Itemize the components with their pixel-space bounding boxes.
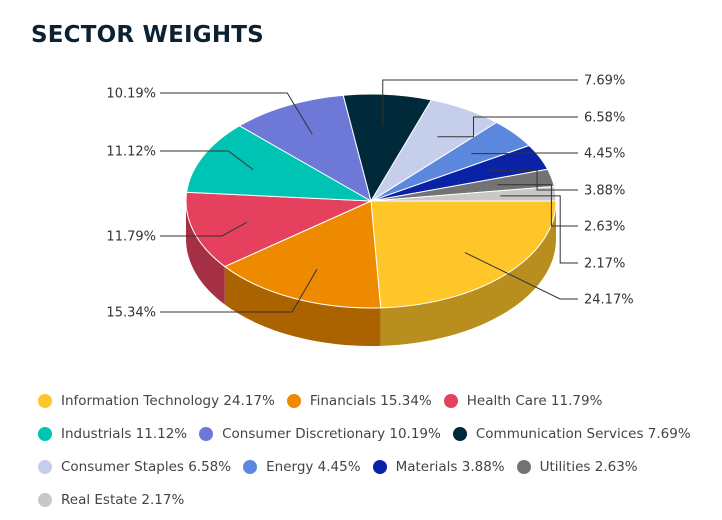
legend-item[interactable]: Communication Services 7.69% bbox=[452, 425, 691, 442]
legend-swatch-icon bbox=[452, 426, 467, 441]
legend-item[interactable]: Health Care 11.79% bbox=[443, 392, 603, 409]
pie-slice-financials[interactable] bbox=[223, 200, 382, 309]
legend-swatch-icon bbox=[443, 393, 458, 408]
legend-item[interactable]: Materials 3.88% bbox=[372, 458, 505, 475]
legend-item[interactable]: Energy 4.45% bbox=[243, 458, 361, 475]
leader-line bbox=[160, 92, 313, 135]
pie-slice-consumer-discretionary[interactable] bbox=[238, 94, 372, 203]
pie-slice-real-estate[interactable] bbox=[370, 185, 557, 202]
legend-swatch-icon bbox=[38, 426, 52, 441]
pie-slice-information-technology[interactable] bbox=[370, 200, 557, 309]
legend-label: Energy 4.45% bbox=[266, 458, 361, 475]
legend-item[interactable]: Consumer Staples 6.58% bbox=[38, 459, 231, 475]
leader-line bbox=[160, 268, 318, 313]
legend-swatch-icon bbox=[38, 492, 52, 507]
legend-swatch-icon bbox=[199, 426, 214, 441]
legend-label: Industrials 11.12% bbox=[61, 425, 188, 442]
legend-swatch-icon bbox=[38, 393, 52, 408]
legend-label: Real Estate 2.17% bbox=[61, 491, 185, 508]
legend-item[interactable]: Industrials 11.12% bbox=[38, 426, 187, 442]
data-label: 10.19% bbox=[106, 87, 156, 102]
legend-label: Communication Services 7.69% bbox=[475, 425, 691, 442]
data-label: 2.63% bbox=[584, 220, 625, 235]
legend-item[interactable]: Information Technology 24.17% bbox=[38, 393, 275, 409]
leader-line bbox=[489, 169, 578, 191]
leader-line bbox=[464, 252, 578, 300]
legend-item[interactable]: Real Estate 2.17% bbox=[38, 492, 184, 508]
legend-swatch-icon bbox=[38, 459, 52, 474]
legend-label: Information Technology 24.17% bbox=[61, 392, 275, 409]
legend-label: Utilities 2.63% bbox=[539, 458, 638, 475]
data-label: 11.79% bbox=[106, 230, 156, 245]
legend-label: Consumer Discretionary 10.19% bbox=[222, 425, 441, 442]
pie-slice-industrials[interactable] bbox=[186, 125, 372, 202]
data-label: 2.17% bbox=[584, 257, 625, 272]
legend-item[interactable]: Utilities 2.63% bbox=[516, 458, 638, 475]
data-label: 24.17% bbox=[584, 293, 634, 308]
leader-line bbox=[500, 195, 578, 264]
legend-label: Financials 15.34% bbox=[309, 392, 432, 409]
pie-slice-health-care[interactable] bbox=[185, 191, 372, 268]
legend-row: Information Technology 24.17% Financials … bbox=[38, 384, 718, 417]
leader-line bbox=[437, 116, 578, 138]
legend: Information Technology 24.17% Financials … bbox=[38, 384, 718, 516]
legend-item[interactable]: Financials 15.34% bbox=[286, 392, 432, 409]
data-label: 6.58% bbox=[584, 111, 625, 126]
pie-side-information-technology bbox=[380, 201, 556, 346]
legend-row: Consumer Staples 6.58% Energy 4.45% Materi… bbox=[38, 450, 718, 483]
legend-swatch-icon bbox=[243, 459, 258, 474]
leader-line bbox=[382, 79, 578, 127]
pie-side-health-care bbox=[186, 201, 225, 305]
data-label: 4.45% bbox=[584, 147, 625, 162]
data-label: 15.34% bbox=[106, 306, 156, 321]
data-label: 11.12% bbox=[106, 145, 156, 160]
leader-line bbox=[160, 150, 254, 171]
leader-line bbox=[497, 184, 578, 227]
pie-chart: 7.69% 6.58% 4.45% 3.88% 2.63% 2.17% 24.17% 10.1… bbox=[106, 74, 634, 346]
data-label: 3.88% bbox=[584, 184, 625, 199]
legend-item[interactable]: Consumer Discretionary 10.19% bbox=[199, 426, 441, 442]
leader-line bbox=[471, 152, 578, 155]
data-label: 7.69% bbox=[584, 74, 625, 89]
pie-side-financials bbox=[224, 266, 381, 346]
legend-label: Consumer Staples 6.58% bbox=[61, 458, 232, 475]
legend-row: Real Estate 2.17% bbox=[38, 483, 718, 516]
legend-swatch-icon bbox=[286, 393, 301, 408]
legend-label: Health Care 11.79% bbox=[466, 392, 603, 409]
legend-swatch-icon bbox=[372, 459, 387, 474]
chart-title: SECTOR WEIGHTS bbox=[31, 22, 264, 48]
leader-line bbox=[160, 221, 248, 237]
legend-label: Materials 3.88% bbox=[395, 458, 505, 475]
legend-swatch-icon bbox=[516, 459, 531, 474]
legend-row: Industrials 11.12% Consumer Discretionary… bbox=[38, 417, 718, 450]
